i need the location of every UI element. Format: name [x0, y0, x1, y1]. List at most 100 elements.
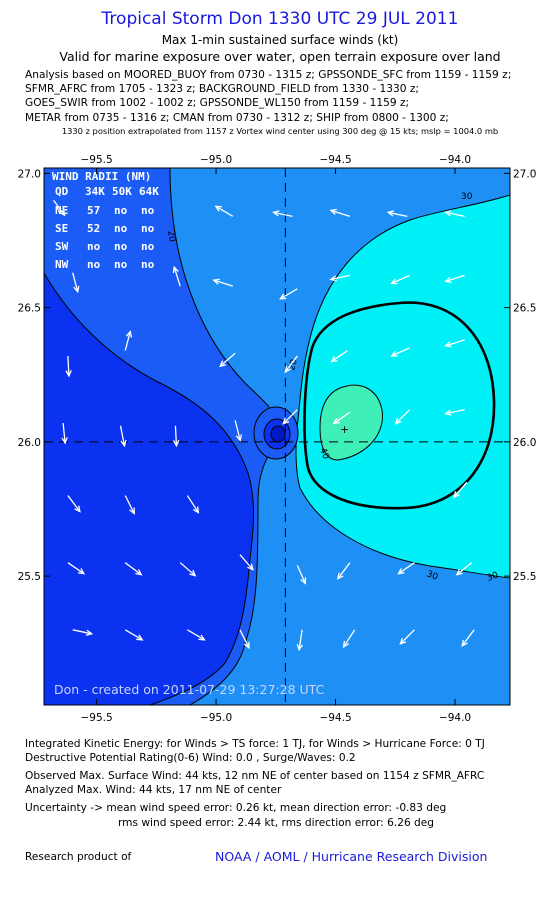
wind-vector-arrow [444, 409, 465, 416]
band-40-50 [320, 385, 383, 460]
analysis-sources: Analysis based on MOORED_BUOY from 0730 … [25, 68, 511, 125]
lon-tick-label-bottom: −94.0 [439, 712, 471, 724]
observed-max-line: Observed Max. Surface Wind: 44 kts, 12 n… [25, 770, 485, 782]
wind-vector-arrow [284, 355, 298, 374]
lat-tick-label-right: 26.5 [513, 303, 536, 315]
wind-vector-arrow [186, 495, 200, 514]
axis-ticks: −95.5 −95.5 −95.0 −95.0 −94.5 −94.5 −94.0 −94.0… [18, 154, 537, 724]
contour-label: 30 [486, 570, 500, 583]
analysis-line: SFMR_AFRC from 1705 - 1323 z; BACKGROUND… [25, 83, 419, 96]
wind-vector-arrow [234, 420, 243, 442]
wind-vector-arrow [124, 330, 133, 351]
lon-tick-label-top: −95.0 [200, 154, 232, 166]
max-wind-marker: + [340, 423, 349, 436]
radii-row-nw: NW no no no [55, 258, 155, 271]
radii-row-se: SE 52 no no [55, 222, 155, 235]
vortex-ring-inner [270, 425, 286, 443]
wind-vector-arrow [272, 210, 293, 217]
wind-vector-arrow [444, 274, 465, 283]
wind-field-map: + 20 30 40 30 30 20 WIND RADII (NM) QD 3… [18, 154, 537, 724]
wind-vector-arrow [279, 288, 298, 300]
plot-frame [43, 167, 511, 706]
uncertainty-line: Uncertainty -> mean wind speed error: 0.… [25, 802, 447, 814]
wind-vector-arrow [239, 554, 254, 571]
radii-row-sw: SW no no no [55, 240, 155, 253]
lat-tick-label-left: 26.5 [18, 303, 41, 315]
dpr-line: Destructive Potential Rating(0-6) Wind: … [25, 752, 356, 764]
wind-vector-arrow [65, 355, 72, 378]
wind-vector-arrow [390, 274, 410, 285]
wind-vector-arrow [72, 629, 94, 636]
lat-tick-label-left: 26.0 [18, 437, 41, 449]
lat-tick-label-right: 27.0 [513, 168, 536, 180]
wind-vector-arrow [296, 629, 304, 652]
wind-radii-table: WIND RADII (NM) QD 34K 50K 64K NE 57 no no … [52, 170, 159, 271]
wind-vector-arrow [119, 425, 127, 448]
lat-tick-label-left: 25.5 [18, 571, 41, 583]
radius-34kt-line [303, 301, 496, 510]
analysis-line: Analysis based on MOORED_BUOY from 0730 … [25, 69, 512, 81]
contour-label: 30 [461, 192, 473, 202]
wind-vector-arrow [212, 278, 233, 287]
research-label: Research product of [25, 851, 132, 863]
wind-vector-arrow [336, 562, 351, 580]
wind-vector-arrow [330, 350, 348, 363]
lat-tick-label-left: 27.0 [18, 168, 41, 180]
wind-vector-arrow [453, 481, 468, 499]
wind-radii-title: WIND RADII (NM) [52, 170, 151, 183]
contour-label: 20 [287, 358, 300, 372]
wind-vector-arrow [72, 272, 80, 294]
ike-line: Integrated Kinetic Energy: for Winds > T… [25, 738, 485, 750]
wind-vector-arrow [332, 411, 351, 425]
wind-vector-arrow [397, 562, 415, 575]
contour-label: 40 [317, 447, 330, 461]
wind-vector-arrow [386, 210, 408, 217]
wind-contours: + 20 30 40 30 30 20 [44, 168, 510, 705]
wind-vector-arrow [67, 562, 86, 575]
wind-vector-arrow [214, 205, 234, 217]
wind-vector-arrow [296, 565, 307, 585]
contour-label: 30 [425, 569, 439, 582]
wind-vectors [53, 199, 475, 652]
validity-note: Valid for marine exposure over water, op… [59, 49, 501, 64]
wind-vector-arrow [172, 425, 180, 448]
analysis-line: METAR from 0735 - 1316 z; CMAN from 0730… [25, 111, 449, 124]
lon-tick-label-top: −95.5 [80, 154, 112, 166]
creation-credit: Don - created on 2011-07-29 13:27:28 UTC [54, 682, 325, 697]
header-34k: 34K [85, 185, 105, 198]
lon-tick-label-bottom: −94.5 [319, 712, 351, 724]
header-50k: 50K [112, 185, 132, 198]
wind-vector-arrow [329, 274, 351, 282]
lon-tick-label-bottom: −95.5 [80, 712, 112, 724]
wind-vector-arrow [53, 199, 66, 217]
wind-vector-arrow [124, 562, 143, 576]
wind-vector-arrow [179, 562, 197, 577]
map-title: Tropical Storm Don 1330 UTC 29 JUL 2011 [101, 9, 459, 29]
position-note: 1330 z position extrapolated from 1157 z… [61, 126, 499, 136]
lat-tick-label-right: 26.0 [513, 437, 536, 449]
wind-vector-arrow [124, 495, 135, 515]
wind-vector-arrow [461, 629, 475, 648]
band-0-10 [44, 273, 254, 705]
wind-vector-arrow [329, 208, 351, 217]
wind-vector-arrow [399, 629, 415, 645]
lat-tick-label-right: 25.5 [513, 571, 536, 583]
rms-line: rms wind speed error: 2.44 kt, rms direc… [118, 817, 435, 829]
analysis-line: GOES_SWIR from 1002 - 1002 z; GPSSONDE_W… [25, 97, 410, 110]
analyzed-max-line: Analyzed Max. Wind: 44 kts, 17 nm NE of … [25, 784, 282, 796]
hrd-org-link[interactable]: NOAA / AOML / Hurricane Research Divisio… [215, 849, 488, 864]
wind-vector-arrow [172, 265, 181, 287]
wind-vector-arrow [342, 629, 356, 649]
wind-vector-arrow [67, 495, 81, 513]
header-qd: QD [55, 185, 69, 198]
lon-tick-label-bottom: −95.0 [200, 712, 232, 724]
lon-tick-label-top: −94.0 [439, 154, 471, 166]
contour-label: 20 [165, 230, 177, 243]
wind-vector-arrow [219, 352, 236, 368]
header-64k: 64K [139, 185, 159, 198]
wind-vector-arrow [390, 347, 410, 357]
radii-row-ne: NE 57 no no [55, 204, 155, 217]
wind-radii-header: QD 34K 50K 64K [55, 185, 159, 198]
wind-vector-arrow [61, 423, 68, 445]
wind-vector-arrow [124, 629, 144, 641]
